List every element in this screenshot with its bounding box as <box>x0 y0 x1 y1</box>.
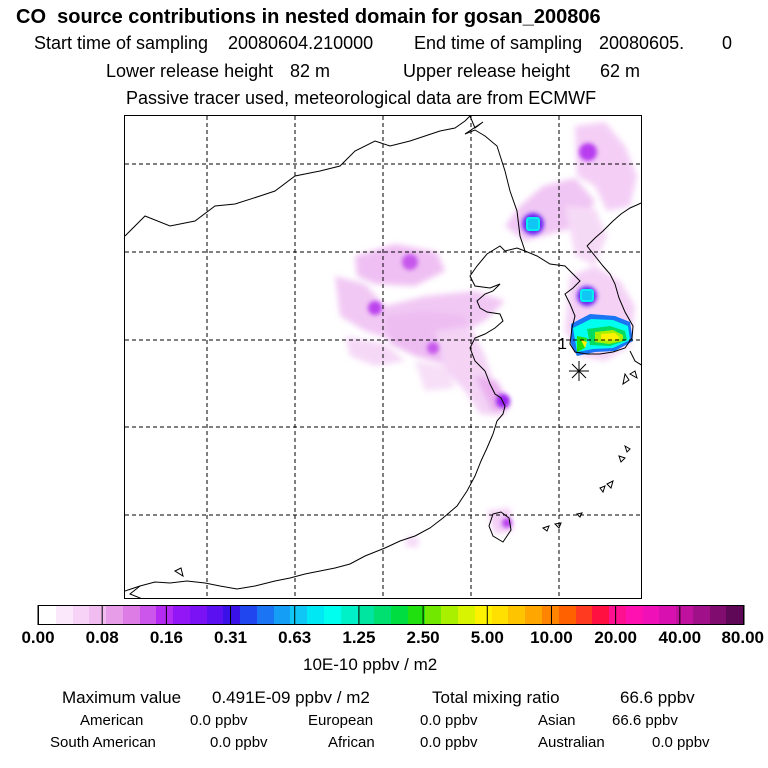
colorbar-swatch <box>240 606 257 624</box>
concentration-field <box>335 122 637 548</box>
colorbar-swatch <box>256 606 274 624</box>
start-time-value: 20080604.210000 <box>228 33 374 53</box>
colorbar-swatch <box>307 606 325 624</box>
colorbar-swatch <box>424 606 442 624</box>
receptor-label: 1 <box>558 336 567 353</box>
lower-release-label: Lower release height <box>106 61 274 81</box>
colorbar-tick-label: 80.00 <box>721 628 764 647</box>
colorbar-tick-label: 40.00 <box>658 628 702 647</box>
max-value: 0.491E-09 ppbv / m2 <box>212 688 370 707</box>
colorbar-swatch <box>39 606 56 624</box>
tracer-note: Passive tracer used, meteorological data… <box>126 88 597 108</box>
colorbar-swatch <box>340 606 358 624</box>
lower-release-value: 82 m <box>290 61 331 81</box>
american-value: 0.0 ppbv <box>190 712 248 729</box>
colorbar-swatch <box>374 606 392 624</box>
colorbar-swatch <box>525 606 542 624</box>
start-time-label: Start time of sampling <box>34 33 209 53</box>
colorbar-tick-label: 2.50 <box>406 628 440 647</box>
colorbar-swatch <box>609 606 626 624</box>
colorbar-swatch <box>122 606 140 624</box>
colorbar-swatch <box>206 606 224 624</box>
end-time-suffix: 0 <box>722 33 733 53</box>
colorbar-swatch <box>458 606 475 624</box>
colorbar-swatch <box>273 606 291 624</box>
european-value: 0.0 ppbv <box>420 712 478 729</box>
colorbar-swatch <box>189 606 207 624</box>
colorbar-swatch <box>324 606 341 624</box>
upper-release-label: Upper release height <box>403 61 571 81</box>
asian-value: 66.6 ppbv <box>612 712 678 729</box>
colorbar-tick-label: 20.00 <box>594 628 637 647</box>
colorbar-swatch <box>642 606 660 624</box>
total-mixing-label: Total mixing ratio <box>432 688 560 707</box>
colorbar-tick-label: 0.16 <box>149 628 183 647</box>
south-american-value: 0.0 ppbv <box>210 734 268 751</box>
colorbar-swatch <box>72 606 90 624</box>
colorbar-swatch <box>106 606 123 624</box>
colorbar-swatch <box>558 606 576 624</box>
colorbar-swatch <box>575 606 593 624</box>
max-value-label: Maximum value <box>62 688 182 707</box>
colorbar-swatch <box>139 606 157 624</box>
map-canvas: 1 <box>125 116 641 598</box>
colorbar-units: 10E-10 ppbv / m2 <box>303 655 438 674</box>
colorbar-swatch <box>709 606 727 624</box>
plot-title: CO source contributions in nested domain… <box>16 6 601 28</box>
colorbar-ticks <box>37 605 745 625</box>
colorbar-tick-label: 1.25 <box>342 628 376 647</box>
colorbar-swatch <box>659 606 677 624</box>
colorbar-tick-label: 0.00 <box>21 628 55 647</box>
colorbar-swatch <box>391 606 408 624</box>
total-mixing-value: 66.6 ppbv <box>620 688 695 707</box>
graticule <box>125 116 641 598</box>
map-panel: 1 <box>124 115 642 599</box>
colorbar-swatch <box>541 606 559 624</box>
colorbar-tick-label: 5.00 <box>470 628 504 647</box>
african-label: African <box>328 734 375 751</box>
colorbar-swatch <box>592 606 610 624</box>
asian-label: Asian <box>538 712 576 729</box>
african-value: 0.0 ppbv <box>420 734 478 751</box>
colorbar-swatch <box>625 606 643 624</box>
american-label: American <box>80 712 144 729</box>
colorbar-swatch <box>407 606 425 624</box>
australian-value: 0.0 ppbv <box>652 734 710 751</box>
colorbar-swatch <box>441 606 459 624</box>
receptor-marker <box>569 361 589 381</box>
australian-label: Australian <box>538 734 605 751</box>
colorbar-swatch <box>357 606 375 624</box>
colorbar-swatch <box>55 606 73 624</box>
colorbar-tick-label: 10.00 <box>530 628 573 647</box>
colorbar-swatch <box>692 606 710 624</box>
colorbar-swatch <box>508 606 526 624</box>
colorbar-tick-label: 0.63 <box>278 628 312 647</box>
colorbar <box>38 605 744 625</box>
colorbar-swatch <box>173 606 190 624</box>
colorbar-tick-label: 0.31 <box>213 628 248 647</box>
coastlines <box>125 116 641 598</box>
colorbar-swatch <box>726 606 743 624</box>
colorbar-swatch <box>491 606 509 624</box>
south-american-label: South American <box>50 734 156 751</box>
upper-release-value: 62 m <box>600 61 641 81</box>
colorbar-swatch <box>223 606 241 624</box>
colorbar-swatch <box>156 606 174 624</box>
end-time-label: End time of sampling <box>414 33 583 53</box>
european-label: European <box>308 712 374 729</box>
end-time-value: 20080605. <box>599 33 685 53</box>
colorbar-tick-label: 0.08 <box>85 628 119 647</box>
